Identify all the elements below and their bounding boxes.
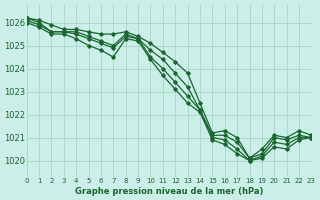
X-axis label: Graphe pression niveau de la mer (hPa): Graphe pression niveau de la mer (hPa) — [75, 187, 263, 196]
